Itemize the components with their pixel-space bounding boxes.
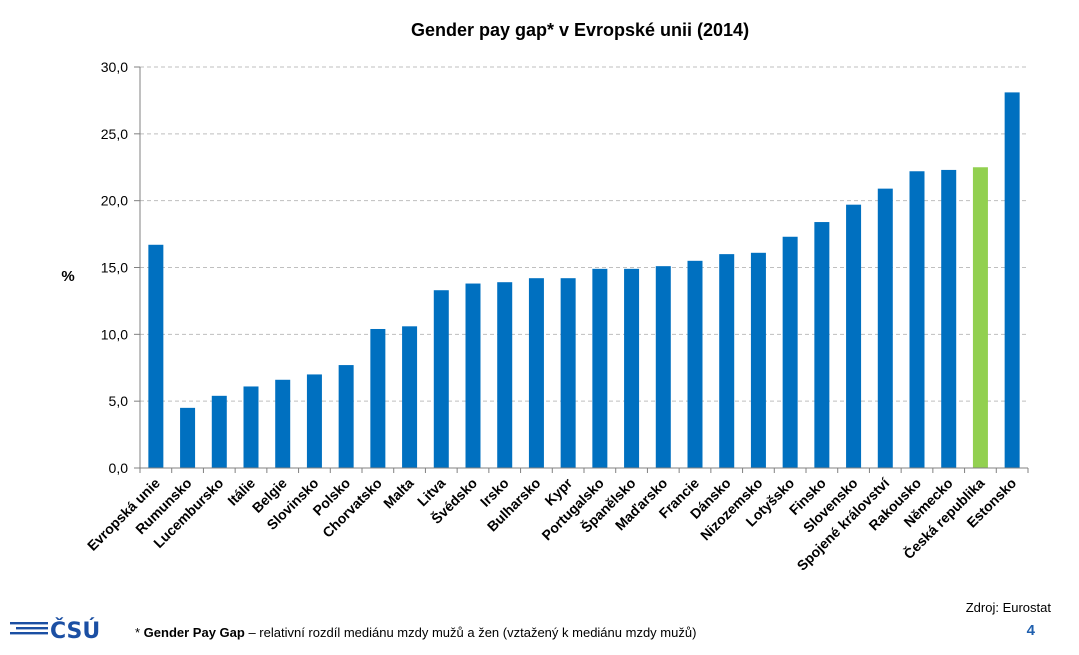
- bar: [719, 254, 735, 468]
- bar: [306, 374, 322, 468]
- bar: [624, 268, 640, 468]
- bar: [687, 260, 703, 468]
- footnote: * Gender Pay Gap – relativní rozdíl medi…: [135, 625, 696, 640]
- y-tick-label: 10,0: [101, 326, 128, 342]
- bar: [370, 328, 386, 468]
- y-axis-label: %: [61, 268, 74, 285]
- bar: [148, 244, 164, 468]
- chart-title: Gender pay gap* v Evropské unii (2014): [411, 20, 749, 40]
- csu-logo-icon: ČSÚ: [10, 618, 100, 644]
- footnote-term: Gender Pay Gap: [143, 625, 245, 640]
- y-tick-label: 15,0: [101, 260, 128, 276]
- bar: [814, 222, 830, 468]
- bar: [180, 407, 196, 468]
- gridlines: [140, 66, 1028, 402]
- bar: [941, 169, 957, 468]
- y-tick-label: 0,0: [109, 460, 129, 476]
- bar: [655, 266, 671, 468]
- y-tick-label: 30,0: [101, 59, 128, 75]
- bar: [465, 283, 481, 468]
- footnote-prefix: *: [135, 625, 144, 640]
- bar: [528, 278, 544, 468]
- y-tick-label: 5,0: [109, 393, 129, 409]
- source-note: Zdroj: Eurostat: [965, 600, 1051, 615]
- bar: [402, 326, 418, 468]
- bar: [560, 278, 576, 468]
- y-axis-ticks: 0,0 5,0 10,0 15,0 20,0 25,0 30,0: [101, 59, 141, 476]
- bar: [433, 290, 449, 468]
- logo-text: ČSÚ: [50, 618, 100, 642]
- bars: [148, 92, 1020, 469]
- bar: [846, 204, 862, 468]
- bar: [782, 236, 798, 468]
- bar: [1004, 92, 1020, 468]
- bar: [338, 365, 354, 468]
- category-labels: Evropská unieRumunskoLucemburskoItálieBe…: [84, 474, 1019, 574]
- bar: [909, 171, 925, 468]
- x-tick-label: Malta: [380, 475, 417, 512]
- y-tick-label: 25,0: [101, 126, 128, 142]
- bar-chart: Gender pay gap* v Evropské unii (2014) %…: [61, 20, 1029, 574]
- bar: [877, 188, 893, 469]
- bar: [592, 268, 608, 468]
- x-axis: [139, 467, 1029, 473]
- footnote-text: – relativní rozdíl mediánu mzdy mužů a ž…: [244, 625, 697, 640]
- bar: [972, 167, 988, 468]
- y-tick-label: 20,0: [101, 193, 128, 209]
- bar: [211, 395, 227, 468]
- bar: [750, 252, 766, 468]
- page-number: 4: [1026, 622, 1035, 639]
- bar: [243, 386, 259, 468]
- bar: [275, 379, 291, 468]
- bar: [497, 282, 513, 468]
- csu-logo: ČSÚ: [10, 612, 110, 644]
